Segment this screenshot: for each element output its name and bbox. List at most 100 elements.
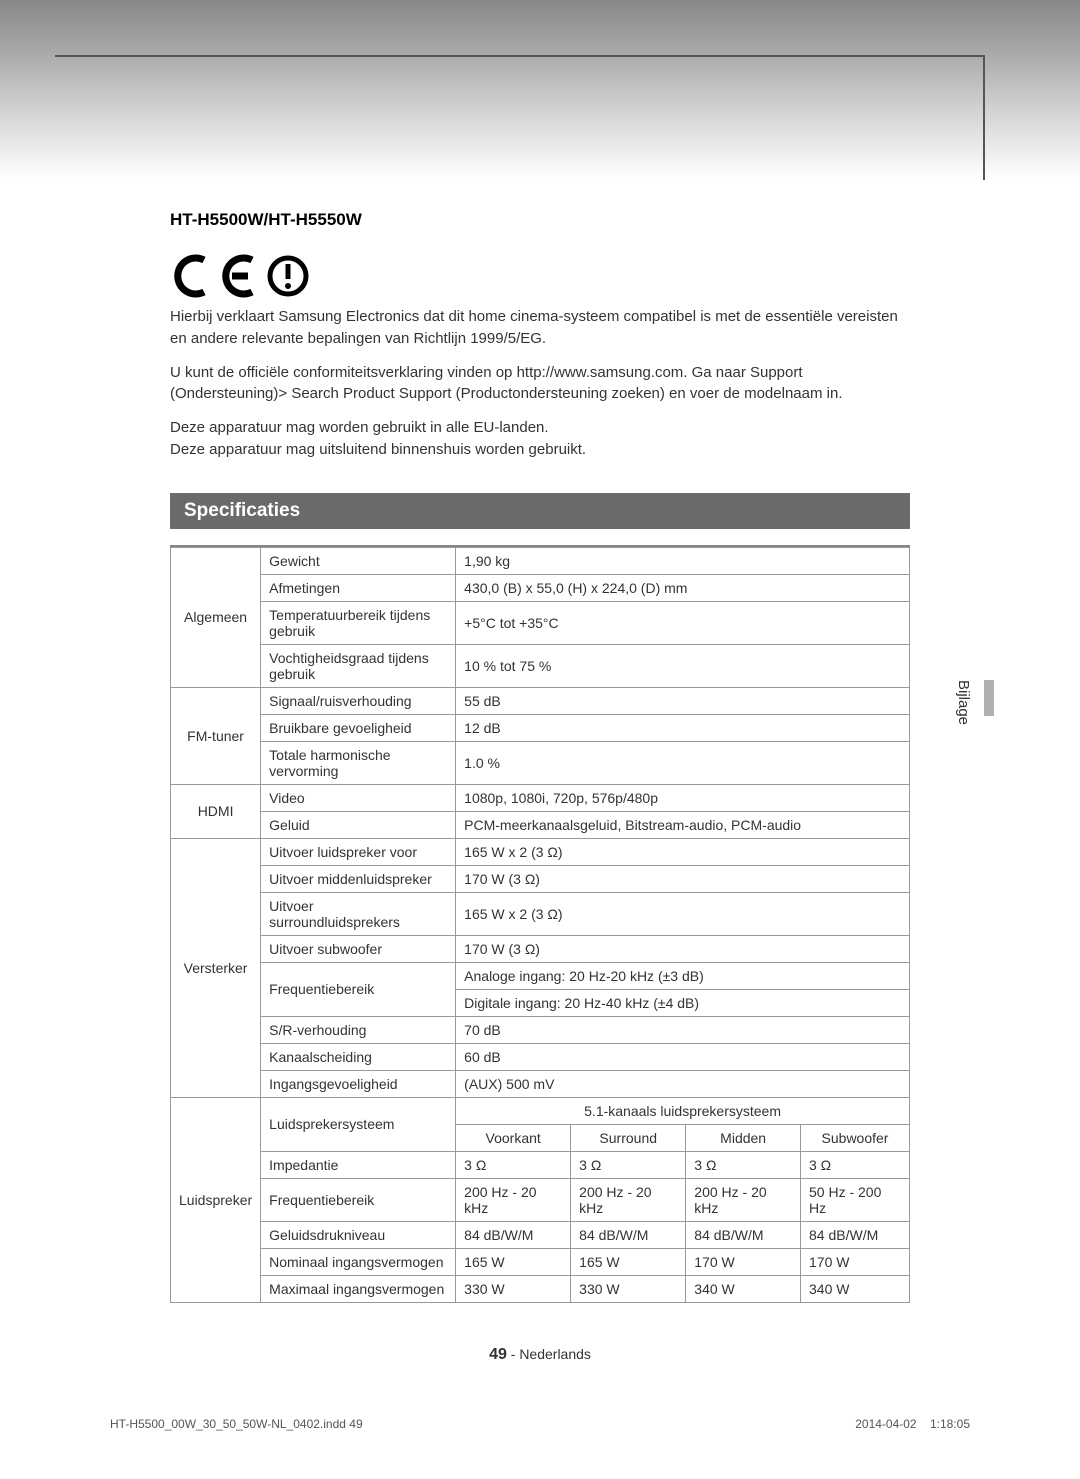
table-row: Ingangsgevoeligheid (AUX) 500 mV [171,1070,910,1097]
table-row: Uitvoer middenluidspreker 170 W (3 Ω) [171,865,910,892]
spec-label: Uitvoer surroundluidsprekers [261,892,456,935]
table-row: Uitvoer subwoofer 170 W (3 Ω) [171,935,910,962]
spec-label: Vochtigheidsgraad tijdens gebruik [261,644,456,687]
spec-section-header: Specificaties [170,493,910,529]
spec-value: Analoge ingang: 20 Hz-20 kHz (±3 dB) [456,962,910,989]
page-footer: 49 - Nederlands [0,1346,1080,1364]
spec-label: Frequentiebereik [261,1178,456,1221]
spec-value: 200 Hz - 20 kHz [686,1178,801,1221]
spec-value: 12 dB [456,714,910,741]
category-cell: Versterker [171,838,261,1097]
declaration-paragraph-2: U kunt de officiële conformiteitsverklar… [170,362,910,406]
spec-label: Kanaalscheiding [261,1043,456,1070]
table-row: S/R-verhouding 70 dB [171,1016,910,1043]
spec-value: 200 Hz - 20 kHz [571,1178,686,1221]
category-cell: HDMI [171,784,261,838]
table-row: Geluidsdrukniveau 84 dB/W/M 84 dB/W/M 84… [171,1221,910,1248]
spec-value: 50 Hz - 200 Hz [801,1178,910,1221]
spec-label: Maximaal ingangsvermogen [261,1275,456,1302]
spec-label: Ingangsgevoeligheid [261,1070,456,1097]
declaration-paragraph-3: Deze apparatuur mag worden gebruikt in a… [170,417,910,439]
spec-value: 165 W x 2 (3 Ω) [456,892,910,935]
spec-value: 1080p, 1080i, 720p, 576p/480p [456,784,910,811]
spec-value: 84 dB/W/M [686,1221,801,1248]
table-row: Nominaal ingangsvermogen 165 W 165 W 170… [171,1248,910,1275]
table-row: Kanaalscheiding 60 dB [171,1043,910,1070]
spec-value: 330 W [571,1275,686,1302]
spec-label: S/R-verhouding [261,1016,456,1043]
category-cell: Algemeen [171,547,261,687]
spec-value: +5°C tot +35°C [456,601,910,644]
spec-value: 84 dB/W/M [456,1221,571,1248]
spec-value: 165 W [456,1248,571,1275]
system-title: 5.1-kanaals luidsprekersysteem [456,1097,910,1124]
print-file: HT-H5500_00W_30_50_50W-NL_0402.indd 49 [110,1417,363,1431]
spec-label: Uitvoer luidspreker voor [261,838,456,865]
ce-c-icon [170,254,214,298]
spec-value: Digitale ingang: 20 Hz-40 kHz (±4 dB) [456,989,910,1016]
ce-e-icon [218,254,262,298]
spec-value: 70 dB [456,1016,910,1043]
spec-value: 330 W [456,1275,571,1302]
column-header: Surround [571,1124,686,1151]
spec-value: 165 W [571,1248,686,1275]
spec-label: Nominaal ingangsvermogen [261,1248,456,1275]
table-row: HDMI Video 1080p, 1080i, 720p, 576p/480p [171,784,910,811]
spec-label: Temperatuurbereik tijdens gebruik [261,601,456,644]
spec-label: Geluid [261,811,456,838]
spec-value: 3 Ω [571,1151,686,1178]
table-row: Algemeen Gewicht 1,90 kg [171,547,910,574]
spec-label: Uitvoer subwoofer [261,935,456,962]
table-row: Frequentiebereik Analoge ingang: 20 Hz-2… [171,962,910,989]
declaration-paragraph-4: Deze apparatuur mag uitsluitend binnensh… [170,439,910,461]
spec-value: 55 dB [456,687,910,714]
table-row: Afmetingen 430,0 (B) x 55,0 (H) x 224,0 … [171,574,910,601]
spec-table: Algemeen Gewicht 1,90 kg Afmetingen 430,… [170,547,910,1303]
spec-value: 3 Ω [456,1151,571,1178]
spec-value: 170 W [801,1248,910,1275]
column-header: Midden [686,1124,801,1151]
spec-value: 10 % tot 75 % [456,644,910,687]
page-number: 49 [489,1346,507,1363]
side-tab-bar [984,680,994,716]
spec-label: Frequentiebereik [261,962,456,1016]
print-footer: HT-H5500_00W_30_50_50W-NL_0402.indd 49 2… [110,1417,970,1431]
spec-value: 170 W [686,1248,801,1275]
spec-value: 1,90 kg [456,547,910,574]
spec-value: 170 W (3 Ω) [456,935,910,962]
spec-label: Geluidsdrukniveau [261,1221,456,1248]
right-border-line [983,55,985,180]
category-cell: FM-tuner [171,687,261,784]
spec-value: 165 W x 2 (3 Ω) [456,838,910,865]
spec-value: 200 Hz - 20 kHz [456,1178,571,1221]
column-header: Subwoofer [801,1124,910,1151]
ce-mark-icon [170,254,910,298]
spec-value: 170 W (3 Ω) [456,865,910,892]
spec-label: Signaal/ruisverhouding [261,687,456,714]
table-row: Versterker Uitvoer luidspreker voor 165 … [171,838,910,865]
table-row: Maximaal ingangsvermogen 330 W 330 W 340… [171,1275,910,1302]
page: Bijlage HT-H5500W/HT-H5550W Hierbij verk… [0,0,1080,1479]
spec-value: 340 W [686,1275,801,1302]
spec-value: 84 dB/W/M [801,1221,910,1248]
spec-label: Totale harmonische vervorming [261,741,456,784]
spec-label: Luidsprekersysteem [261,1097,456,1151]
model-title: HT-H5500W/HT-H5550W [170,210,910,230]
table-row: Bruikbare gevoeligheid 12 dB [171,714,910,741]
spec-label: Afmetingen [261,574,456,601]
print-time: 1:18:05 [930,1417,970,1431]
spec-label: Gewicht [261,547,456,574]
spec-label: Impedantie [261,1151,456,1178]
top-border-line [55,55,985,57]
column-header: Voorkant [456,1124,571,1151]
spec-value: 340 W [801,1275,910,1302]
side-tab-label: Bijlage [955,680,972,725]
spec-value: (AUX) 500 mV [456,1070,910,1097]
print-date: 2014-04-02 [855,1417,916,1431]
spec-value: 3 Ω [686,1151,801,1178]
table-row: Frequentiebereik 200 Hz - 20 kHz 200 Hz … [171,1178,910,1221]
page-language: - Nederlands [511,1346,591,1362]
table-row: Temperatuurbereik tijdens gebruik +5°C t… [171,601,910,644]
table-row: Luidspreker Luidsprekersysteem 5.1-kanaa… [171,1097,910,1124]
top-gradient [0,0,1080,180]
